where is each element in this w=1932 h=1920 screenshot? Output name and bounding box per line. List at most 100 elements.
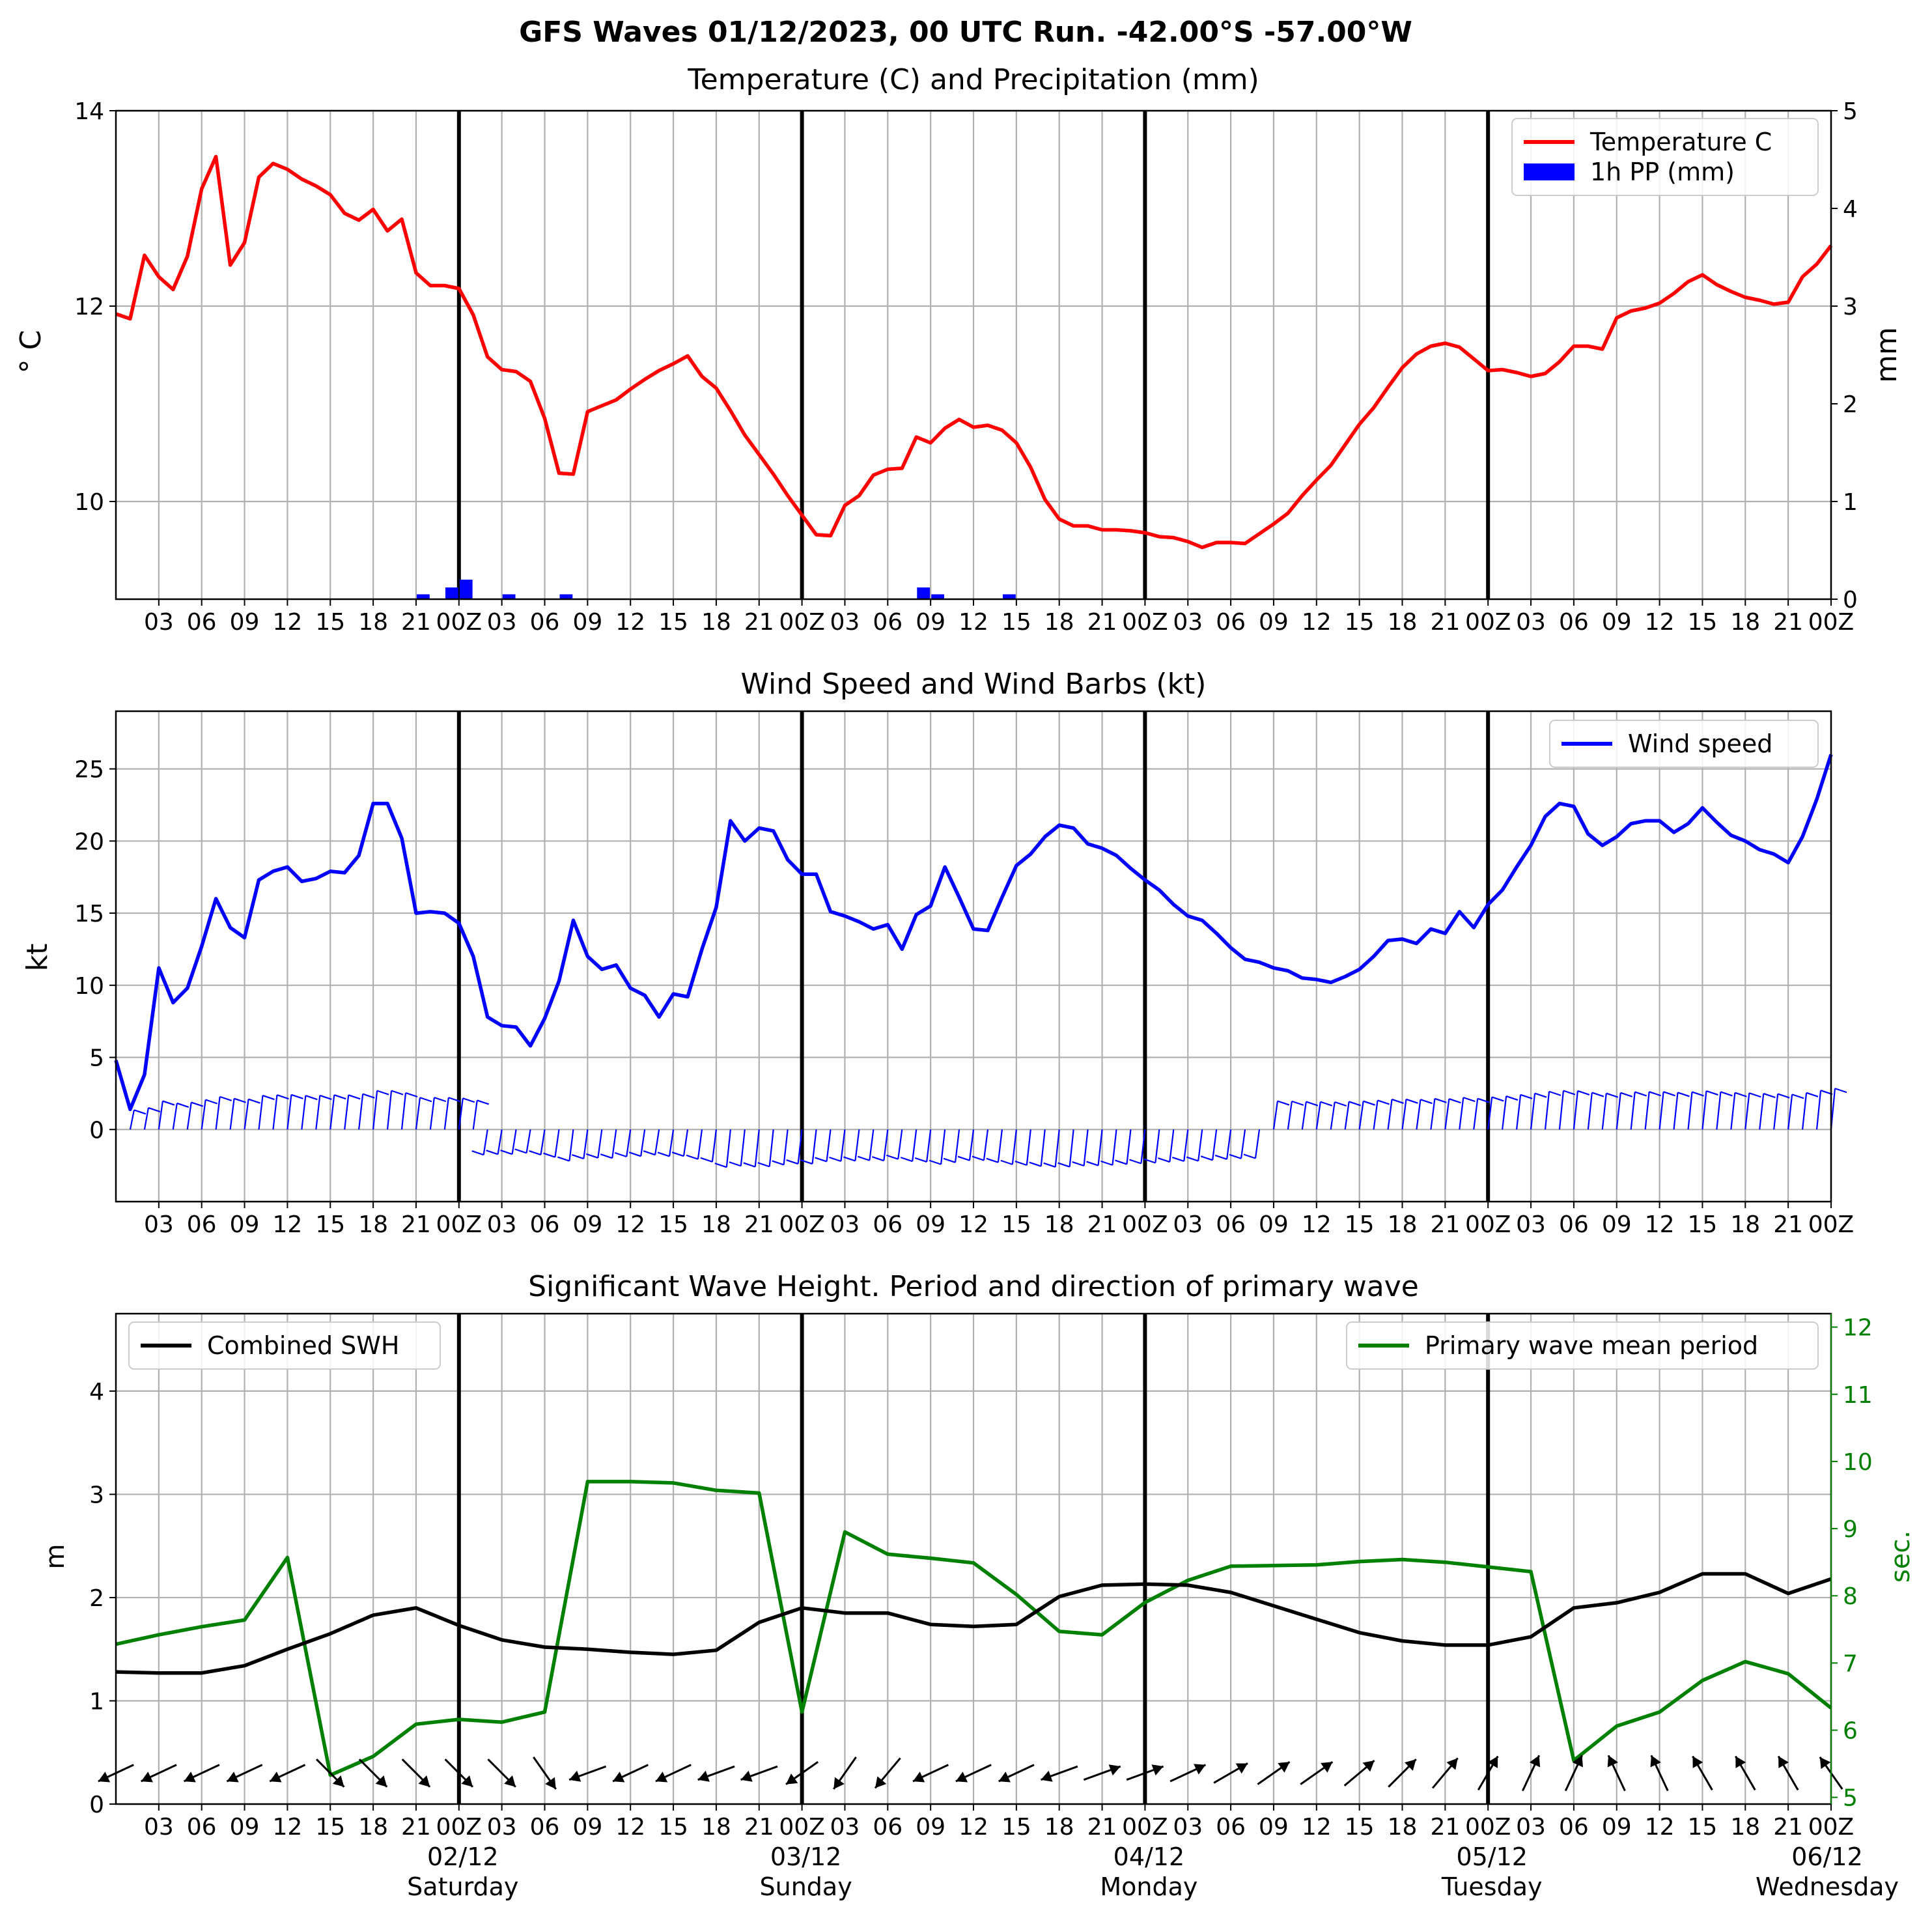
x-tick-label: 15 — [1688, 1211, 1718, 1238]
wave-direction-arrowhead — [697, 1770, 710, 1782]
x-tick-label: 06 — [1559, 609, 1589, 636]
wind-barb — [315, 1095, 321, 1130]
wind-barb-flag — [657, 1151, 670, 1157]
wind-barb-flag — [1392, 1098, 1404, 1104]
precipitation-bar — [417, 594, 430, 599]
wind-barb-flag — [1377, 1099, 1390, 1105]
x-tick-label: 09 — [230, 1814, 260, 1841]
wind-barb-flag — [686, 1154, 699, 1160]
x-tick-label: 12 — [1302, 1211, 1332, 1238]
wind-barb-flag — [786, 1159, 798, 1165]
wind-barb — [1716, 1092, 1722, 1130]
wind-barb-flag — [1015, 1160, 1028, 1166]
wave-direction-arrowhead — [227, 1772, 239, 1783]
wind-barb — [926, 1129, 932, 1163]
wind-barb — [783, 1129, 789, 1165]
x-tick-label: 03 — [144, 609, 174, 636]
x-tick-label: 09 — [230, 609, 260, 636]
wind-barb-flag — [1072, 1161, 1084, 1167]
wind-barb — [415, 1097, 421, 1130]
wind-barb-flag — [305, 1095, 318, 1101]
wind-barb-flag — [1477, 1097, 1490, 1103]
x-tick-label: 00Z — [1808, 1814, 1854, 1841]
wind-barb-flag — [957, 1155, 970, 1161]
figure-suptitle: GFS Waves 01/12/2023, 00 UTC Run. -42.00… — [519, 16, 1412, 49]
wind-barb — [329, 1095, 335, 1130]
precip-y-axis-label: mm — [1870, 327, 1903, 383]
wind-barb — [697, 1129, 703, 1159]
wind-barb-flag — [800, 1159, 813, 1165]
x-tick-label: 03 — [830, 1814, 860, 1841]
wind-plot-area: 03 06 09 12 15 18 21 00Z 03 06 09 12 15 18 21 00Z 03 06 09… — [74, 710, 1854, 1238]
wind-barb — [897, 1129, 903, 1159]
legend-box — [1346, 1321, 1819, 1370]
wave-direction-arrowhead — [569, 1770, 581, 1782]
wind-barb — [1430, 1098, 1436, 1130]
wind-barb-flag — [1748, 1092, 1761, 1098]
panel-wind: Wind Speed and Wind Barbs (kt) kt 03 06 09… — [21, 668, 1854, 1238]
wave-direction-arrowhead — [141, 1772, 153, 1783]
x-tick-label: 03 — [144, 1211, 174, 1238]
x-tick-label: 09 — [230, 1211, 260, 1238]
temperature-plot-area: 03 06 09 12 15 18 21 00Z 03 06 09 12 15 18 21 00Z 03 06 09… — [74, 98, 1858, 636]
x-tick-label: 12 — [1645, 1211, 1675, 1238]
x-tick-label: 06 — [1216, 609, 1246, 636]
x-tick-label: 00Z — [1122, 1814, 1168, 1841]
wind-barb-flag — [772, 1160, 784, 1166]
wave-direction-arrowhead — [875, 1776, 887, 1788]
wind-barb-flag — [943, 1157, 956, 1163]
wind-barb — [1644, 1092, 1650, 1130]
x-tick-label: 15 — [1001, 1211, 1031, 1238]
wind-barb — [854, 1129, 860, 1161]
wind-barb-flag — [434, 1097, 447, 1103]
y-tick-label: 25 — [74, 757, 104, 784]
x-tick-label: 18 — [1730, 1814, 1760, 1841]
wind-barb — [186, 1102, 192, 1130]
panel-waves: Significant Wave Height. Period and dire… — [40, 1270, 1916, 1901]
x-tick-label: 03 — [487, 609, 517, 636]
x-tick-label: 00Z — [1122, 1211, 1168, 1238]
wind-barb — [1802, 1092, 1808, 1130]
wind-barb — [1444, 1099, 1450, 1130]
x-tick-label: 18 — [358, 1814, 388, 1841]
y2-tick-label: 5 — [1843, 98, 1858, 125]
waves-plot-area: 03 06 09 12 15 18 21 00Z 03 06 09 12 15 18 21 00Z 03 06 09… — [89, 1312, 1873, 1841]
x-tick-label: 00Z — [1808, 609, 1854, 636]
x-tick-label: 15 — [1345, 1814, 1375, 1841]
wave-direction-arrowhead — [1151, 1764, 1164, 1776]
wind-barb — [1387, 1099, 1393, 1130]
wind-barb-flag — [1548, 1090, 1561, 1096]
wind-barb-flag — [1649, 1091, 1661, 1097]
wind-barb — [143, 1107, 149, 1130]
x-tick-label: 18 — [701, 1211, 731, 1238]
wind-barb — [1226, 1129, 1232, 1160]
day-label-date: 03/12 — [770, 1842, 842, 1871]
wind-barb — [483, 1129, 488, 1155]
y-tick-label: 5 — [89, 1045, 104, 1072]
wind-barb-flag — [614, 1151, 627, 1158]
wind-barb — [1416, 1099, 1421, 1130]
y2-tick-label: 5 — [1843, 1785, 1858, 1812]
legend-entry-label: Wind speed — [1628, 729, 1772, 758]
wind-barb-flag — [486, 1150, 498, 1155]
x-tick-label: 09 — [572, 1211, 602, 1238]
wind-barb-flag — [1435, 1097, 1447, 1103]
wave-direction-arrowhead — [1778, 1756, 1789, 1768]
wind-barb-flag — [500, 1150, 512, 1155]
wind-barb — [1197, 1129, 1203, 1161]
wind-barb — [597, 1129, 603, 1158]
wind-barb — [158, 1101, 163, 1130]
wind-barb — [1573, 1090, 1578, 1130]
wind-barb-flag — [234, 1097, 246, 1103]
wind-barb-flag — [1491, 1096, 1504, 1102]
wind-barb — [272, 1095, 278, 1130]
wave-direction-arrowhead — [545, 1777, 556, 1790]
wind-barb-flag — [1406, 1098, 1418, 1104]
wind-barb-flag — [376, 1090, 389, 1095]
wave-direction-arrowhead — [504, 1775, 516, 1787]
wind-barb — [668, 1129, 675, 1157]
x-tick-label: 21 — [1087, 609, 1117, 636]
wave-direction-arrowhead — [912, 1772, 925, 1783]
y2-tick-label: 10 — [1843, 1449, 1873, 1476]
